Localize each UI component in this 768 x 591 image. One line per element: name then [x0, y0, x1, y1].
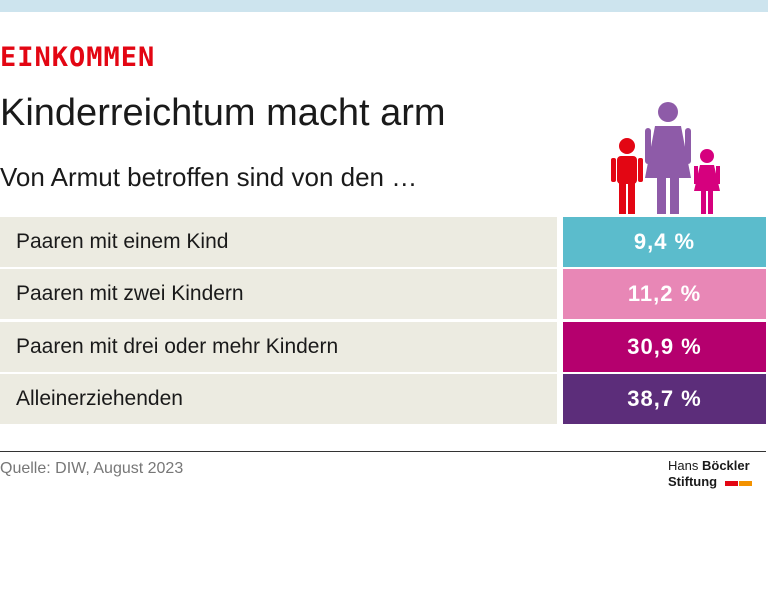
row-value: 38,7 % — [563, 373, 766, 424]
row-value: 30,9 % — [563, 321, 766, 372]
row-label-cell: Paaren mit drei oder mehr Kindern — [0, 321, 557, 372]
row-label: Paaren mit drei oder mehr Kindern — [16, 334, 339, 358]
section-label: EINKOMMEN — [0, 42, 156, 73]
source: Quelle: DIW, August 2023 — [0, 460, 184, 477]
subtitle: Von Armut betroffen sind von den … — [0, 162, 418, 192]
row-value: 11,2 % — [563, 269, 766, 320]
row-label: Paaren mit einem Kind — [16, 230, 229, 253]
logo-text: Stiftung — [668, 474, 718, 489]
logo: Hans Böckler Stiftung — [668, 458, 752, 490]
row-label: Paaren mit zwei Kindern — [16, 282, 244, 306]
family-icon — [611, 102, 720, 214]
row-label: Alleinerziehenden — [16, 386, 183, 410]
row-label-cell: Alleinerziehenden — [0, 373, 557, 424]
top-bar — [0, 0, 768, 12]
rule — [0, 451, 766, 452]
title: Kinderreichtum macht arm — [0, 92, 446, 134]
logo-mark — [724, 481, 738, 486]
row-label-cell: Paaren mit einem Kind — [0, 217, 557, 267]
logo-text: Böckler — [701, 458, 750, 473]
row-value: 9,4 % — [563, 217, 766, 267]
logo-mark — [738, 481, 752, 486]
logo-text: Hans — [668, 458, 699, 473]
row-label-cell: Paaren mit zwei Kindern — [0, 269, 557, 320]
